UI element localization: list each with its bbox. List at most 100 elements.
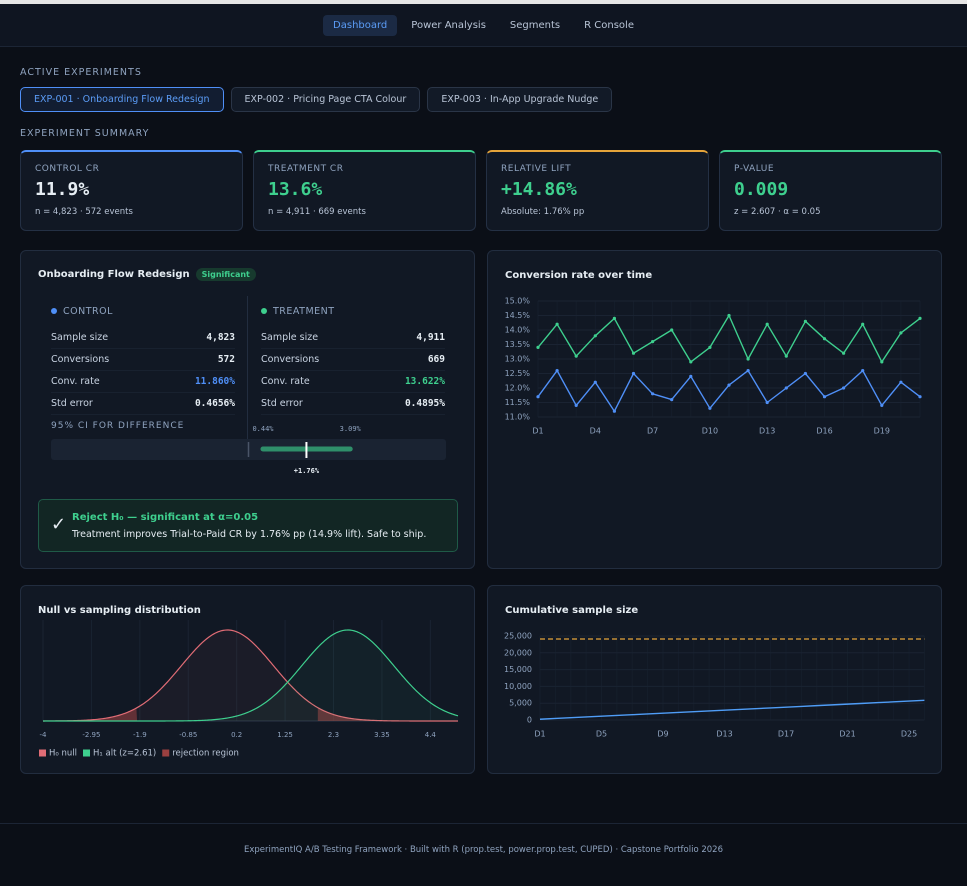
- point: [593, 334, 597, 338]
- density-area: [43, 630, 458, 721]
- stat-label: Std error: [261, 398, 303, 409]
- nav-bar: Dashboard Power Analysis Segments R Console: [0, 4, 967, 47]
- group-dot: [261, 308, 267, 314]
- stat-label: Sample size: [261, 332, 319, 343]
- density-curve: [43, 629, 459, 722]
- nav-item[interactable]: R Console: [584, 19, 634, 31]
- verdict: ✓ Reject H₀ — significant at α=0.05 Trea…: [38, 499, 458, 552]
- stat-value: 11.860%: [194, 376, 235, 387]
- ci-low-label: 0.44%: [252, 425, 274, 433]
- summary-card: CONTROL CR 11.9% n = 4,823 · 572 events: [20, 150, 243, 231]
- x-tick-label: D21: [839, 730, 855, 739]
- card-note: Absolute: 1.76% pp: [501, 207, 585, 217]
- stat-row: Sample size 4,911: [261, 327, 445, 349]
- x-tick-label: 4.4: [425, 731, 437, 739]
- x-tick-label: 0.2: [231, 731, 242, 739]
- x-tick-label: D17: [778, 730, 794, 739]
- stat-value: 0.4895%: [404, 398, 445, 409]
- card-note: z = 2.607 · α = 0.05: [734, 207, 821, 217]
- card-label: CONTROL CR: [35, 164, 100, 174]
- group: TREATMENT Sample size 4,911 Conversions 669 C…: [261, 301, 445, 415]
- x-tick-label: D1: [534, 730, 545, 739]
- nav-item[interactable]: Dashboard: [323, 14, 398, 36]
- x-tick-label: D13: [716, 730, 732, 739]
- point: [918, 395, 922, 399]
- point: [765, 400, 769, 405]
- point: [536, 345, 540, 349]
- stat-row: Conversions 669: [261, 349, 445, 371]
- legend-label: H₁ alt (z=2.61): [93, 749, 156, 759]
- stat-value: 572: [217, 354, 235, 365]
- point: [631, 371, 636, 376]
- point: [651, 340, 655, 344]
- group-header: TREATMENT: [261, 301, 445, 321]
- card-label: TREATMENT CR: [268, 164, 344, 174]
- point: [880, 403, 884, 407]
- ci-chart: 0.44% 3.09% +1.76%: [51, 425, 446, 475]
- point: [612, 316, 616, 320]
- point: [670, 398, 674, 402]
- y-tick-label: 13.5%: [505, 340, 531, 349]
- y-tick-label: 14.0%: [505, 326, 531, 335]
- x-tick-label: -0.85: [179, 731, 197, 739]
- nav-item[interactable]: Segments: [509, 19, 561, 31]
- y-tick-label: 12.0%: [505, 384, 531, 393]
- point: [861, 322, 865, 326]
- point: [708, 345, 712, 349]
- card-note: n = 4,911 · 669 events: [268, 207, 366, 217]
- stat-label: Sample size: [51, 332, 109, 343]
- x-tick-label: 3.35: [374, 731, 390, 739]
- stat-label: Conversions: [51, 354, 110, 365]
- chart-title: Cumulative sample size: [505, 605, 638, 616]
- badge: Significant: [195, 268, 256, 281]
- point: [803, 319, 807, 323]
- verdict-title: Reject H₀ — significant at α=0.05: [72, 512, 259, 523]
- point: [593, 380, 597, 384]
- point: [708, 406, 712, 410]
- x-tick-label: D10: [702, 427, 718, 436]
- rejection-region: [43, 708, 138, 721]
- stat-value: 0.4656%: [194, 398, 235, 409]
- x-tick-label: -4: [40, 731, 48, 739]
- stat-row: Conversions 572: [51, 349, 235, 371]
- stat-row: Std error 0.4656%: [51, 393, 235, 415]
- point: [631, 351, 636, 355]
- chart: Cumulative sample size 0 5,000 10,000 15,000…: [487, 585, 942, 774]
- point: [727, 383, 731, 387]
- stat-row: Std error 0.4895%: [261, 393, 445, 415]
- x-tick-label: D7: [647, 427, 658, 436]
- y-tick-label: 20,000: [504, 648, 532, 657]
- card-value: 0.009: [734, 179, 789, 200]
- experiment-tab[interactable]: EXP-001 · Onboarding Flow Redesign: [20, 87, 224, 112]
- x-tick-label: D1: [532, 427, 543, 436]
- y-tick-label: 11.0%: [505, 413, 531, 422]
- point: [899, 380, 903, 384]
- point: [746, 369, 750, 373]
- legend-swatch: [83, 749, 90, 757]
- experiment-tab[interactable]: EXP-002 · Pricing Page CTA Colour: [230, 87, 421, 112]
- point: [651, 392, 655, 396]
- y-tick-label: 25,000: [504, 632, 532, 641]
- card-label: P-VALUE: [734, 164, 775, 174]
- stat-row: Conv. rate 13.622%: [261, 371, 445, 393]
- point: [842, 386, 846, 390]
- footer: ExperimentIQ A/B Testing Framework · Bui…: [0, 823, 967, 886]
- stat-value: 669: [427, 354, 445, 365]
- point: [842, 351, 846, 355]
- y-tick-label: 14.5%: [505, 311, 531, 320]
- nav-item[interactable]: Power Analysis: [411, 19, 486, 31]
- point: [822, 337, 827, 341]
- group-name: TREATMENT: [273, 305, 335, 317]
- summary-card: RELATIVE LIFT +14.86% Absolute: 1.76% pp: [486, 150, 709, 231]
- point: [536, 395, 540, 399]
- y-tick-label: 15,000: [504, 665, 532, 674]
- x-tick-label: -2.95: [82, 731, 100, 739]
- card-value: +14.86%: [501, 179, 577, 200]
- ci-point-label: +1.76%: [294, 467, 320, 475]
- density-area: [43, 629, 458, 721]
- stat-label: Conversions: [261, 354, 320, 365]
- group: CONTROL Sample size 4,823 Conversions 572 Con…: [51, 301, 235, 415]
- section-heading: ACTIVE EXPERIMENTS: [20, 67, 142, 78]
- experiment-tab[interactable]: EXP-003 · In-App Upgrade Nudge: [427, 87, 613, 112]
